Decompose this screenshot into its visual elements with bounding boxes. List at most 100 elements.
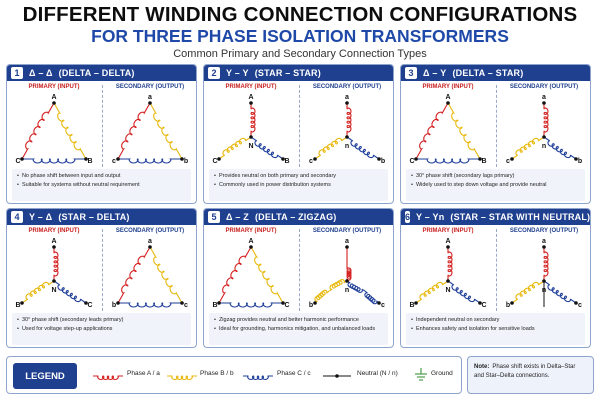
node-label-left: B [212,302,217,309]
terminal-top [148,101,152,105]
winding-b [415,280,449,304]
terminal-left [217,301,221,305]
panel-name: (STAR – STAR) [254,68,321,78]
node-label-left: C [212,158,217,165]
terminal-left [510,301,514,305]
primary-winding: A C B [409,94,486,165]
terminal-left [313,301,317,305]
winding-diagram: A B C Na b c n [409,238,582,309]
legend-title: LEGEND [13,363,77,389]
terminal-top [52,101,56,105]
winding-b [511,136,545,160]
coil-red-icon [93,375,123,381]
winding-a [117,246,151,304]
terminal-left [510,157,514,161]
config-panel-3: 3 Δ – Y (DELTA – STAR) PRIMARY (INPUT) SE… [400,64,591,204]
secondary-winding: a c b n [506,94,582,165]
terminal-top [249,245,253,249]
winding-c [543,280,577,304]
divider [102,229,103,311]
secondary-label: SECONDARY (OUTPUT) [312,84,382,90]
panel-notes: No phase shift between input and output … [12,169,191,201]
panel-notes: Zigzag provides neutral and better harmo… [209,313,388,345]
terminal-top [148,245,152,249]
terminal-right [180,157,184,161]
panel-number: 1 [11,67,23,79]
node-label-left: b [112,302,116,309]
winding-c [118,302,182,308]
terminal-left [20,157,24,161]
panel-notes: 30° phase shift (secondary lags primary)… [406,169,585,201]
winding-c [219,302,283,308]
node-label-top: a [542,238,546,245]
legend: LEGEND Phase A / a Phase B / b Phase C /… [6,356,462,394]
terminal-top [52,245,56,249]
panel-header: 5 Δ – Z (DELTA – ZIGZAG) [204,209,393,225]
note-2: Commonly used in power distribution syst… [214,181,383,190]
note-2: Suitable for systems without neutral req… [17,181,186,190]
neutral-node [249,135,253,139]
winding-c2 [364,290,380,305]
terminal-right [84,301,88,305]
config-panel-4: 4 Y – Δ (STAR – DELTA) PRIMARY (INPUT) SE… [6,208,197,348]
node-label-right: b [578,158,582,165]
panel-header: 6 Y – Yn (STAR – STAR WITH NEUTRAL) [401,209,590,225]
terminal-right [377,301,381,305]
coil-blue-icon [243,375,273,381]
node-label-top: a [148,238,152,245]
panel-code: Δ – Y [423,68,447,78]
node-label-right: c [578,302,582,309]
secondary-label: SECONDARY (OUTPUT) [115,84,185,90]
winding-b [149,246,183,304]
phase-shift-note: Note: Phase shift exists in Delta–Star an… [467,356,594,394]
coil-yellow-icon [167,375,197,381]
note-1: Independent neutral on secondary [411,316,580,325]
terminal-right [574,301,578,305]
panel-code: Y – Δ [29,212,53,222]
panel-code: Δ – Z [226,212,249,222]
winding-a [21,102,55,160]
terminal-left [116,301,120,305]
config-panel-1: 1 Δ – Δ (DELTA – DELTA) PRIMARY (INPUT) S… [6,64,197,204]
secondary-winding: a b c n [309,238,385,309]
note-line-2: and Star–Delta connections. [474,373,550,379]
panel-name: (STAR – DELTA) [58,212,130,222]
legend-ground: Ground [431,370,453,377]
primary-winding: A C B [15,94,92,165]
panel-notes: Independent neutral on secondary Enhance… [406,313,585,345]
winding-diagram: A C B Na c b n [212,94,385,165]
node-label-right: c [381,302,385,309]
node-label-left: B [409,302,414,309]
winding-b [21,280,55,304]
terminal-top [345,101,349,105]
secondary-label: SECONDARY (OUTPUT) [509,84,579,90]
note-1: 30° phase shift (secondary leads primary… [17,316,186,325]
panel-number: 2 [208,67,220,79]
divider [496,85,497,167]
terminal-top [446,101,450,105]
terminal-left [414,301,418,305]
node-label-right: B [87,158,92,165]
terminal-left [217,157,221,161]
terminal-right [84,157,88,161]
winding-a [543,247,549,281]
legend-icons [93,368,427,381]
legend-phase-c: Phase C / c [277,370,311,377]
main-subtitle: FOR THREE PHASE ISOLATION TRANSFORMERS [91,26,509,46]
panel-header: 3 Δ – Y (DELTA – STAR) [401,65,590,81]
diagram-caption: Common Primary and Secondary Connection … [173,48,427,60]
node-label-center: N [248,143,253,150]
panel-code: Δ – Δ [29,68,53,78]
panel-number: 6 [405,211,411,223]
primary-label: PRIMARY (INPUT) [28,228,80,234]
primary-label: PRIMARY (INPUT) [422,84,474,90]
panel-name: (DELTA – DELTA) [58,68,135,78]
winding-a [250,103,256,137]
terminal-right [478,157,482,161]
node-label-center: N [445,287,450,294]
panel-header: 1 Δ – Δ (DELTA – DELTA) [7,65,196,81]
node-label-right: b [381,158,385,165]
neutral-node [345,135,349,139]
node-label-top: A [248,94,253,101]
panel-code: Y – Yn [416,212,445,222]
